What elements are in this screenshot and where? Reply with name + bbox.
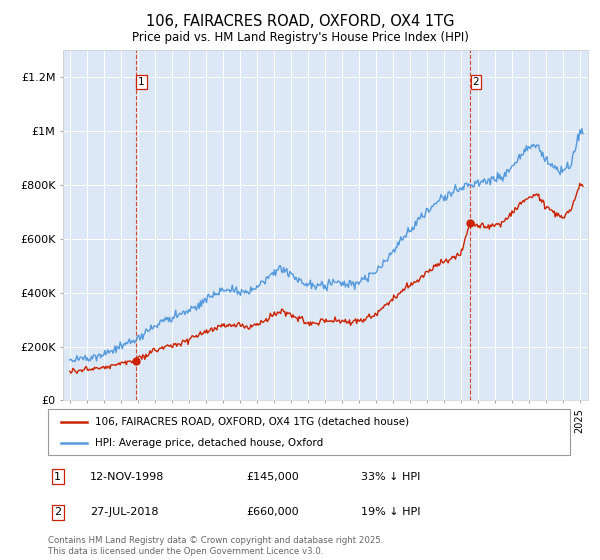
- Text: £145,000: £145,000: [247, 472, 299, 482]
- Text: 33% ↓ HPI: 33% ↓ HPI: [361, 472, 421, 482]
- Text: 1: 1: [138, 77, 145, 87]
- Text: Price paid vs. HM Land Registry's House Price Index (HPI): Price paid vs. HM Land Registry's House …: [131, 31, 469, 44]
- Text: Contains HM Land Registry data © Crown copyright and database right 2025.
This d: Contains HM Land Registry data © Crown c…: [48, 536, 383, 556]
- Text: 12-NOV-1998: 12-NOV-1998: [90, 472, 164, 482]
- Text: 19% ↓ HPI: 19% ↓ HPI: [361, 507, 421, 517]
- Text: 27-JUL-2018: 27-JUL-2018: [90, 507, 158, 517]
- Text: 106, FAIRACRES ROAD, OXFORD, OX4 1TG: 106, FAIRACRES ROAD, OXFORD, OX4 1TG: [146, 14, 454, 29]
- Text: £660,000: £660,000: [247, 507, 299, 517]
- Text: 2: 2: [472, 77, 479, 87]
- Text: 1: 1: [54, 472, 61, 482]
- FancyBboxPatch shape: [48, 409, 570, 455]
- Text: 106, FAIRACRES ROAD, OXFORD, OX4 1TG (detached house): 106, FAIRACRES ROAD, OXFORD, OX4 1TG (de…: [95, 417, 409, 427]
- Text: 2: 2: [54, 507, 61, 517]
- Text: HPI: Average price, detached house, Oxford: HPI: Average price, detached house, Oxfo…: [95, 438, 323, 448]
